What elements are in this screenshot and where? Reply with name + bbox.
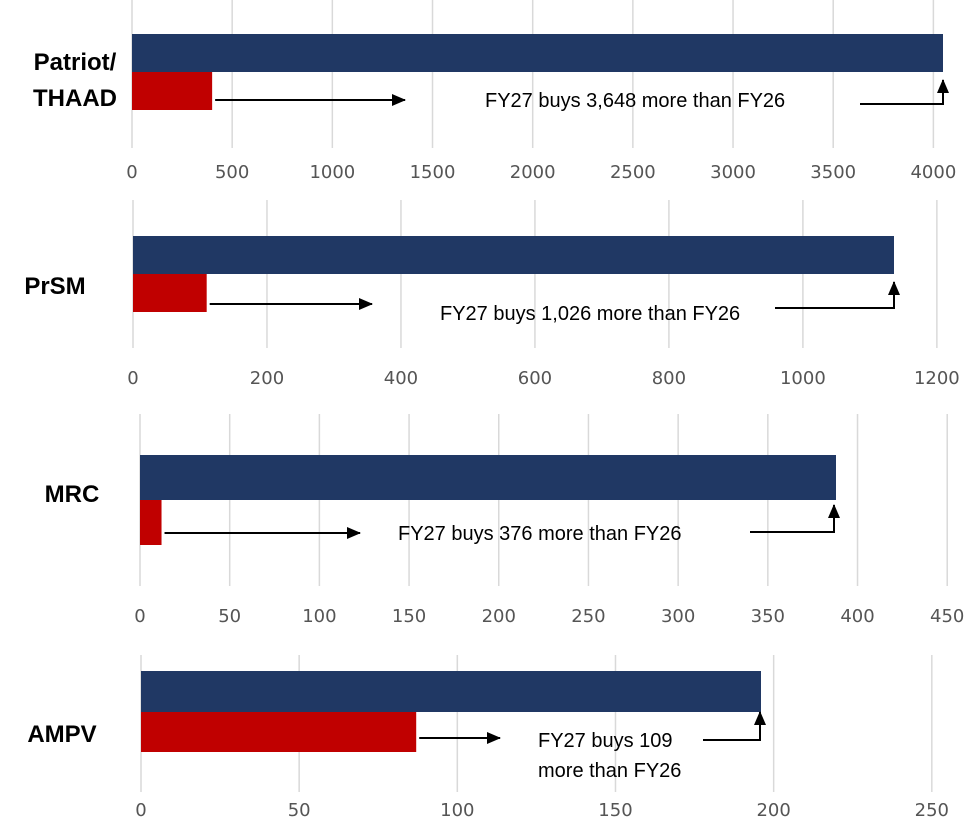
bar-fy26 [133,274,207,312]
arrow-up-connector [860,79,949,105]
tick-label: 450 [930,606,964,627]
annotation-text: FY27 buys 376 more than FY26 [398,523,682,545]
bar-fy27 [132,34,943,72]
tick-label: 4000 [910,162,956,183]
category-label: MRC [45,481,100,508]
tick-label: 50 [218,606,241,627]
tick-label: 1200 [914,368,960,389]
tick-label: 250 [571,606,605,627]
tick-label: 300 [661,606,695,627]
annotation-text: more than FY26 [538,760,681,782]
tick-label: 250 [915,800,949,821]
tick-label: 1500 [410,162,456,183]
chart-panel: 0 50 100 150 200 250 AMPV FY27 buys 109 more tha… [27,655,949,821]
tick-label: 800 [652,368,686,389]
tick-label: 100 [440,800,474,821]
bar-fy27 [141,671,761,712]
chart-panel: 0 500 1000 1500 2000 2500 3000 3500 4000 Patriot/… [33,0,956,183]
tick-label: 2000 [510,162,556,183]
tick-label: 1000 [309,162,355,183]
tick-label: 400 [384,368,418,389]
tick-label: 100 [302,606,336,627]
arrow-up-connector [703,711,766,741]
tick-label: 600 [518,368,552,389]
tick-label: 200 [756,800,790,821]
tick-label: 1000 [780,368,826,389]
bar-fy27 [140,455,836,500]
tick-label: 0 [126,162,137,183]
annotation-text: FY27 buys 3,648 more than FY26 [485,90,785,112]
category-label: AMPV [27,721,96,748]
bar-fy26 [132,72,213,110]
arrow-up-connector [775,281,900,309]
annotation-text: FY27 buys 1,026 more than FY26 [440,303,740,325]
category-label: THAAD [33,85,117,112]
tick-label: 350 [751,606,785,627]
tick-label: 150 [598,800,632,821]
bar-fy27 [133,236,894,274]
tick-label: 500 [215,162,249,183]
bar-fy26 [140,500,162,545]
tick-label: 0 [127,368,138,389]
annotation-text: FY27 buys 109 [538,730,673,752]
tick-label: 400 [840,606,874,627]
tick-label: 150 [392,606,426,627]
chart-panel: 0 50 100 150 200 250 300 350 400 450 MRC FY27 buys … [45,414,964,627]
tick-label: 0 [134,606,145,627]
tick-label: 50 [288,800,311,821]
chart-panel: 0 200 400 600 800 1000 1200 PrSM FY27 buys 1,026… [24,200,960,389]
tick-label: 0 [135,800,146,821]
tick-label: 200 [482,606,516,627]
tick-label: 3500 [810,162,856,183]
tick-label: 2500 [610,162,656,183]
tick-label: 200 [250,368,284,389]
category-label: PrSM [24,273,85,300]
arrow-up-connector [750,504,840,533]
tick-label: 3000 [710,162,756,183]
category-label: Patriot/ [34,49,117,76]
bar-fy26 [141,712,417,752]
